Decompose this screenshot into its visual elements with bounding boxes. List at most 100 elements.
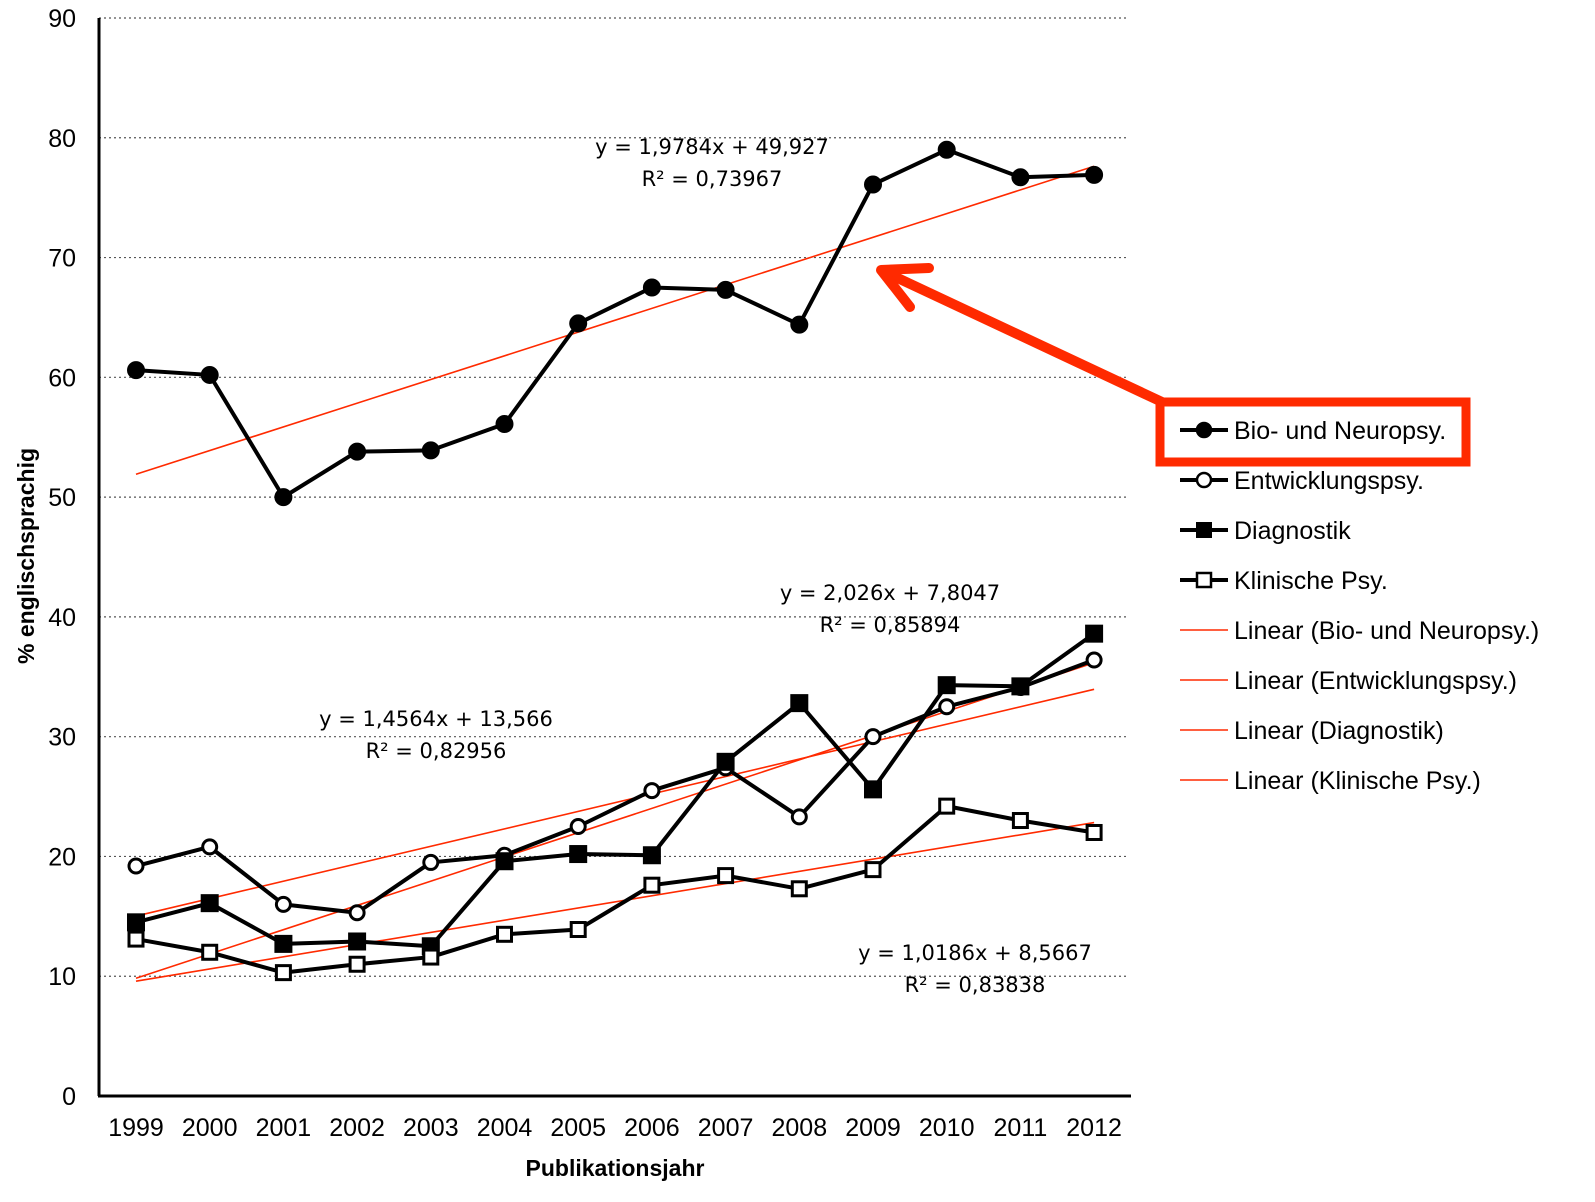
legend-label-linear-bio: Linear (Bio- und Neuropsy.) — [1234, 617, 1539, 645]
series-line — [135, 632, 1096, 949]
data-point — [495, 852, 514, 871]
data-point — [569, 921, 587, 939]
legend-label-linear-diagnostik: Linear (Diagnostik) — [1234, 717, 1444, 745]
x-tick-label: 1999 — [108, 1114, 164, 1142]
y-tick-label: 80 — [48, 125, 76, 153]
legend-label-bio: Bio- und Neuropsy. — [1234, 417, 1446, 445]
data-point — [790, 694, 809, 713]
series-line — [135, 658, 1095, 915]
data-point — [1011, 677, 1030, 696]
data-point — [421, 441, 440, 460]
data-point — [642, 846, 661, 865]
y-tick-label: 50 — [48, 484, 76, 512]
x-tick-labels: 1999 2000 2001 2002 2003 2004 2005 2006 2007 2008… — [108, 1114, 1122, 1142]
trend-r2-diagnostik: R² = 0,85894 — [820, 613, 961, 637]
trend-line — [135, 165, 1095, 476]
trend-r2-klinisch: R² = 0,83838 — [905, 973, 1046, 997]
y-tick-label: 10 — [48, 963, 76, 991]
data-point — [569, 314, 588, 333]
y-tick-label: 60 — [48, 364, 76, 392]
data-point — [643, 876, 661, 894]
trend-equation-klinisch: y = 1,0186x + 8,5667 — [858, 941, 1092, 965]
data-point — [348, 904, 366, 922]
data-point — [716, 752, 735, 771]
axes — [97, 18, 1131, 1098]
data-point — [200, 894, 219, 913]
data-point — [201, 943, 219, 961]
legend: Bio- und Neuropsy. Entwicklungspsy. Diag… — [1180, 417, 1539, 795]
data-point — [864, 780, 882, 799]
data-point — [1011, 168, 1030, 187]
data-point — [1085, 823, 1103, 841]
data-point — [274, 488, 293, 507]
data-point — [348, 955, 366, 973]
x-tick-label: 2005 — [550, 1114, 606, 1142]
data-point — [127, 930, 145, 948]
data-point — [790, 880, 808, 898]
data-point — [495, 415, 514, 434]
filled-square-marker-icon — [1196, 522, 1212, 538]
y-tick-label: 40 — [48, 604, 76, 632]
legend-item-linear-entwicklung: Linear (Entwicklungspsy.) — [1180, 667, 1517, 695]
legend-label-diagnostik: Diagnostik — [1234, 517, 1351, 545]
y-tick-label: 30 — [48, 724, 76, 752]
grid-lines — [99, 17, 1128, 977]
data-point — [274, 964, 292, 982]
trend-line — [135, 688, 1095, 917]
x-tick-label: 2010 — [919, 1114, 975, 1142]
data-point — [127, 361, 145, 380]
open-circle-marker-icon — [1195, 471, 1213, 489]
data-point — [422, 853, 440, 871]
legend-label-klinisch: Klinische Psy. — [1234, 567, 1388, 595]
data-point — [937, 140, 956, 159]
trend-line — [135, 662, 1095, 980]
data-point — [1085, 651, 1103, 669]
data-point — [864, 728, 882, 746]
legend-item-bio: Bio- und Neuropsy. — [1180, 417, 1446, 445]
y-tick-label: 20 — [48, 843, 76, 871]
data-point — [717, 867, 735, 885]
data-point — [422, 948, 440, 966]
legend-label-linear-klinisch: Linear (Klinische Psy.) — [1234, 767, 1481, 795]
y-tick-label: 90 — [48, 5, 76, 33]
data-point — [864, 175, 882, 194]
x-tick-label: 2000 — [182, 1114, 238, 1142]
y-axis-title: % englischsprachig — [13, 448, 39, 664]
open-square-marker-icon — [1195, 571, 1213, 589]
trend-equation-diagnostik: y = 2,026x + 7,8047 — [780, 581, 1000, 605]
legend-label-linear-entwicklung: Linear (Entwicklungspsy.) — [1234, 667, 1517, 695]
data-point — [274, 895, 292, 913]
data-point — [1011, 812, 1029, 830]
data-point — [1085, 165, 1104, 184]
data-point — [938, 797, 956, 815]
x-tick-label: 2008 — [771, 1114, 827, 1142]
legend-item-linear-klinisch: Linear (Klinische Psy.) — [1180, 767, 1481, 795]
series-line — [135, 804, 1095, 975]
data-point — [569, 845, 588, 864]
x-tick-label: 2011 — [994, 1114, 1048, 1142]
legend-item-linear-diagnostik: Linear (Diagnostik) — [1180, 717, 1444, 745]
data-point — [569, 818, 587, 835]
data-point — [1085, 624, 1104, 643]
data-point — [938, 698, 956, 716]
data-point — [643, 782, 661, 800]
legend-item-diagnostik: Diagnostik — [1180, 517, 1351, 545]
trend-lines — [135, 165, 1095, 982]
x-axis-title: Publikationsjahr — [526, 1155, 705, 1181]
data-point — [201, 838, 219, 856]
data-point — [127, 913, 145, 932]
data-point — [496, 925, 513, 943]
x-tick-label: 2004 — [477, 1114, 533, 1142]
data-point — [790, 315, 809, 334]
legend-item-klinisch: Klinische Psy. — [1180, 567, 1388, 595]
data-point — [127, 857, 145, 875]
trend-r2-bio: R² = 0,73967 — [642, 167, 783, 191]
x-tick-label: 2006 — [624, 1114, 680, 1142]
x-tick-label: 2009 — [845, 1114, 901, 1142]
x-tick-label: 2003 — [403, 1114, 459, 1142]
data-point — [348, 442, 367, 461]
data-point — [716, 280, 735, 299]
data-point — [790, 808, 808, 826]
highlight-arrow-icon — [876, 263, 1167, 407]
